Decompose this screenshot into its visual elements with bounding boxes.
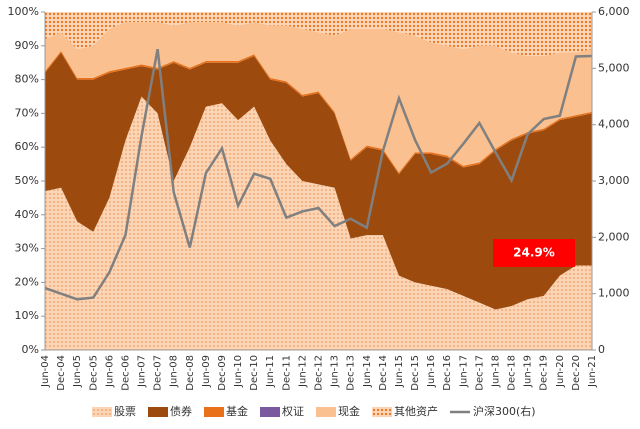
x-tick-label: Dec-06 bbox=[120, 355, 131, 391]
x-tick-label: Dec-11 bbox=[281, 355, 292, 391]
legend-swatch bbox=[204, 407, 224, 417]
x-tick-label: Jun-11 bbox=[265, 355, 276, 388]
x-tick-label: Jun-10 bbox=[233, 355, 244, 388]
y-tick-label: 30% bbox=[15, 242, 39, 255]
y-tick-label: 50% bbox=[15, 174, 39, 187]
legend-swatch bbox=[316, 407, 336, 417]
legend-swatch bbox=[372, 407, 392, 417]
x-tick-label: Jun-18 bbox=[490, 355, 501, 388]
legend-label: 沪深300(右) bbox=[473, 404, 536, 418]
y-tick-label: 90% bbox=[15, 39, 39, 52]
x-tick-label: Jun-19 bbox=[523, 355, 534, 388]
y-tick-label: 60% bbox=[15, 140, 39, 153]
y2-tick-label: 1,000 bbox=[598, 287, 630, 300]
x-tick-label: Dec-08 bbox=[185, 355, 196, 391]
x-tick-label: Jun-06 bbox=[104, 355, 115, 388]
x-tick-label: Jun-15 bbox=[394, 355, 405, 388]
x-tick-label: Dec-18 bbox=[507, 355, 518, 391]
legend-label: 债券 bbox=[170, 404, 192, 418]
x-tick-label: Dec-15 bbox=[410, 355, 421, 391]
x-tick-label: Jun-16 bbox=[426, 355, 437, 388]
y-tick-label: 100% bbox=[8, 5, 39, 18]
x-tick-label: Jun-12 bbox=[297, 355, 308, 388]
y2-tick-label: 4,000 bbox=[598, 118, 630, 131]
area bbox=[45, 12, 592, 56]
x-tick-label: Dec-10 bbox=[249, 355, 260, 391]
legend-label: 现金 bbox=[338, 404, 360, 418]
y-tick-label: 10% bbox=[15, 309, 39, 322]
y-tick-label: 0% bbox=[22, 343, 39, 356]
y2-tick-label: 3,000 bbox=[598, 174, 630, 187]
x-tick-label: Jun-05 bbox=[72, 355, 83, 388]
y2-tick-label: 0 bbox=[598, 343, 605, 356]
x-tick-label: Dec-14 bbox=[378, 355, 389, 391]
x-tick-label: Dec-17 bbox=[474, 355, 485, 391]
legend-label: 股票 bbox=[114, 405, 136, 418]
area bbox=[45, 96, 592, 350]
x-tick-label: Dec-16 bbox=[442, 355, 453, 391]
annotation-box bbox=[493, 239, 575, 267]
x-tick-label: Jun-20 bbox=[555, 355, 566, 388]
legend-swatch bbox=[260, 407, 280, 417]
x-tick-label: Jun-09 bbox=[201, 355, 212, 388]
legend-label: 其他资产 bbox=[394, 404, 438, 418]
x-tick-label: Jun-14 bbox=[362, 355, 373, 388]
x-tick-label: Dec-12 bbox=[314, 355, 325, 391]
x-tick-label: Dec-05 bbox=[88, 355, 99, 391]
x-tick-label: Jun-21 bbox=[587, 355, 598, 388]
y2-tick-label: 6,000 bbox=[598, 5, 630, 18]
x-tick-label: Dec-09 bbox=[217, 355, 228, 391]
x-tick-label: Jun-17 bbox=[458, 355, 469, 388]
y-tick-label: 70% bbox=[15, 106, 39, 119]
area bbox=[45, 22, 592, 173]
y-tick-label: 20% bbox=[15, 275, 39, 288]
x-tick-label: Dec-20 bbox=[571, 355, 582, 391]
y2-tick-label: 5,000 bbox=[598, 61, 630, 74]
x-tick-label: Dec-07 bbox=[153, 355, 164, 391]
legend-swatch bbox=[148, 407, 168, 417]
legend-label: 权证 bbox=[282, 405, 304, 418]
x-tick-label: Dec-04 bbox=[56, 355, 67, 391]
x-tick-label: Jun-08 bbox=[169, 355, 180, 388]
y2-tick-label: 2,000 bbox=[598, 230, 630, 243]
x-tick-label: Jun-07 bbox=[137, 355, 148, 388]
y-tick-label: 40% bbox=[15, 208, 39, 221]
y-tick-label: 80% bbox=[15, 73, 39, 86]
x-tick-label: Dec-19 bbox=[539, 355, 550, 391]
legend-swatch bbox=[92, 407, 112, 417]
x-tick-label: Jun-13 bbox=[330, 355, 341, 388]
line bbox=[44, 48, 593, 301]
legend-label: 基金 bbox=[226, 404, 248, 418]
annotation: 24.9% bbox=[513, 246, 555, 260]
area bbox=[45, 52, 592, 310]
x-tick-label: Dec-13 bbox=[346, 355, 357, 391]
x-tick-label: Jun-04 bbox=[40, 355, 51, 388]
